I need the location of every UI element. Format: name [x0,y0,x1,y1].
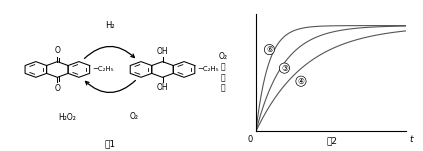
Text: 图2: 图2 [327,137,338,145]
Text: ⑥: ⑥ [266,45,273,54]
Text: −C₂H₅: −C₂H₅ [198,66,219,72]
Text: O₂
的
体
积: O₂ 的 体 积 [218,52,228,93]
Text: 图1: 图1 [104,139,115,148]
Text: O₂: O₂ [129,112,138,121]
Text: H₂: H₂ [105,21,115,30]
Text: O: O [55,46,60,55]
Text: t: t [409,135,412,144]
Text: OH: OH [157,47,168,56]
FancyArrowPatch shape [85,46,135,58]
Text: H₂O₂: H₂O₂ [58,113,76,122]
Text: −C₂H₅: −C₂H₅ [93,66,114,72]
Text: O: O [55,84,60,93]
Text: ③: ③ [281,64,288,73]
Text: OH: OH [157,83,168,92]
FancyArrowPatch shape [85,80,135,93]
Text: ④: ④ [297,77,305,86]
Text: 0: 0 [247,135,253,144]
